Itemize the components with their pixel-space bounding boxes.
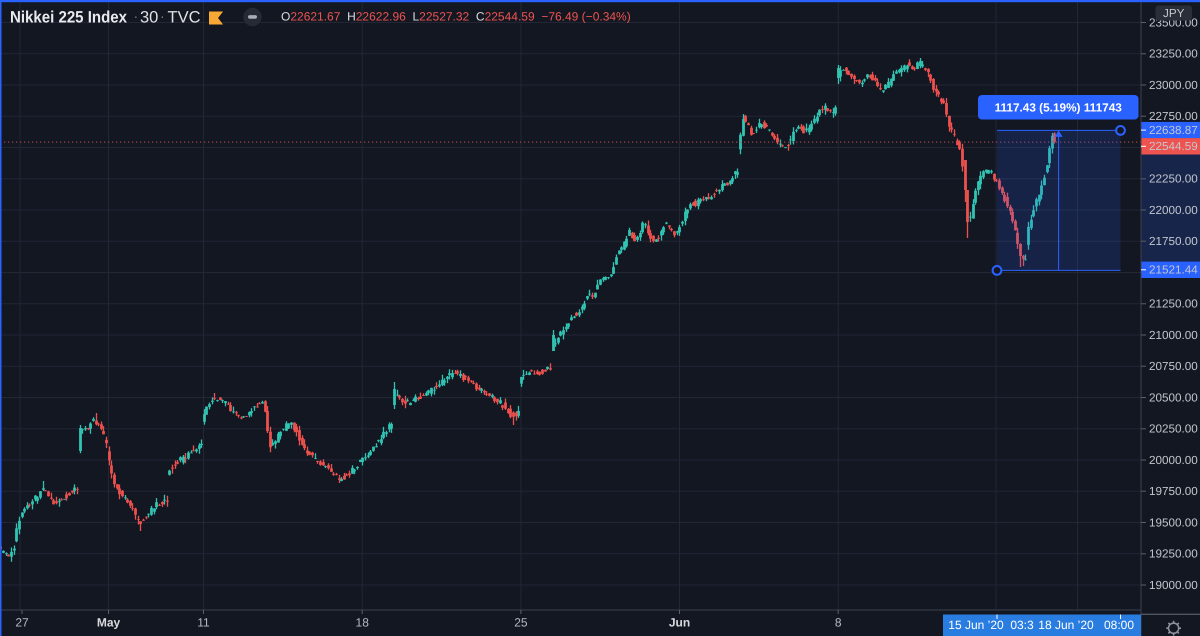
svg-text:20750.00: 20750.00 [1149,360,1198,373]
svg-text:19750.00: 19750.00 [1149,485,1198,498]
svg-text:25: 25 [514,616,528,630]
svg-text:23250.00: 23250.00 [1149,48,1198,61]
svg-text:O22621.67 H22622.96 L22527.3: O22621.67 H22622.96 L22527.32 C22544.59 … [281,10,631,24]
svg-text:1117.43 (5.19%) 111743: 1117.43 (5.19%) 111743 [995,101,1123,115]
svg-text:·: · [160,8,165,24]
svg-text:20250.00: 20250.00 [1149,423,1198,436]
svg-text:8: 8 [835,616,842,630]
svg-text:·: · [134,8,139,24]
svg-text:18: 18 [356,616,370,630]
svg-text:21750.00: 21750.00 [1149,235,1198,248]
svg-text:21250.00: 21250.00 [1149,298,1198,311]
svg-text:19500.00: 19500.00 [1149,516,1198,529]
svg-text:23000.00: 23000.00 [1149,79,1198,92]
svg-text:19000.00: 19000.00 [1149,579,1198,592]
svg-text:22750.00: 22750.00 [1149,110,1198,123]
svg-text:30: 30 [140,9,158,27]
svg-text:11: 11 [197,616,210,630]
svg-text:22638.87: 22638.87 [1149,124,1198,137]
svg-text:JPY: JPY [1163,7,1185,20]
svg-text:Jun: Jun [669,616,690,630]
svg-text:20500.00: 20500.00 [1149,391,1198,404]
svg-text:22000.00: 22000.00 [1149,204,1198,217]
svg-text:May: May [97,616,121,630]
svg-text:21521.44: 21521.44 [1149,264,1198,277]
svg-text:22544.59: 22544.59 [1149,140,1198,153]
svg-text:18 Jun ’20: 18 Jun ’20 [1038,618,1094,632]
svg-text:15 Jun ’20: 15 Jun ’20 [948,618,1004,632]
svg-text:22250.00: 22250.00 [1149,173,1198,186]
svg-text:20000.00: 20000.00 [1149,454,1198,467]
svg-text:08:00: 08:00 [1104,618,1134,632]
svg-text:03:3: 03:3 [1010,618,1034,632]
svg-text:Nikkei 225 Index: Nikkei 225 Index [10,9,128,27]
svg-text:27: 27 [15,616,29,630]
svg-text:19250.00: 19250.00 [1149,548,1198,561]
svg-text:21000.00: 21000.00 [1149,329,1198,342]
svg-text:TVC: TVC [168,9,201,27]
